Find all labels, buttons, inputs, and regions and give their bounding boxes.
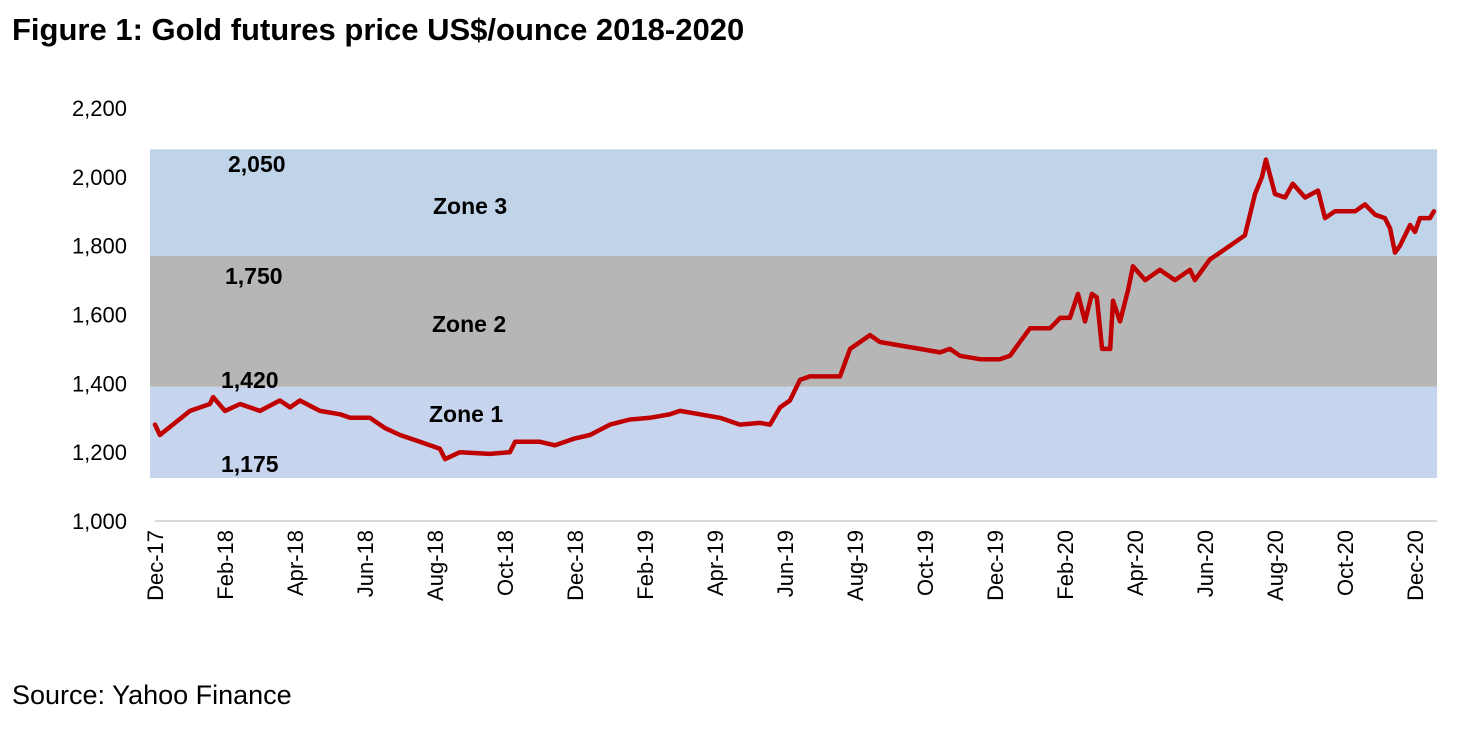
y-tick-label: 1,000 xyxy=(72,509,127,534)
x-tick-label: Aug-18 xyxy=(423,530,448,601)
x-tick-label: Apr-20 xyxy=(1123,530,1148,596)
zone-2-label: Zone 2 xyxy=(432,311,506,337)
y-tick-label: 1,600 xyxy=(72,303,127,328)
x-tick-label: Aug-19 xyxy=(843,530,868,601)
x-tick-label: Jun-20 xyxy=(1193,530,1218,597)
y-tick-label: 2,000 xyxy=(72,165,127,190)
zone-1-level-label: 1,420 xyxy=(221,367,279,393)
x-tick-label: Dec-17 xyxy=(143,530,168,601)
x-tick-label: Oct-18 xyxy=(493,530,518,596)
x-tick-label: Aug-20 xyxy=(1263,530,1288,601)
x-tick-label: Oct-19 xyxy=(913,530,938,596)
x-tick-label: Apr-18 xyxy=(283,530,308,596)
zone-1-floor-label: 1,175 xyxy=(221,451,279,477)
y-tick-label: 1,800 xyxy=(72,234,127,259)
x-tick-label: Jun-19 xyxy=(773,530,798,597)
zone-band-1 xyxy=(150,149,1437,256)
y-tick-label: 2,200 xyxy=(72,96,127,121)
zone-1-label: Zone 1 xyxy=(429,401,503,427)
x-tick-label: Dec-20 xyxy=(1403,530,1428,601)
y-tick-label: 1,400 xyxy=(72,371,127,396)
x-tick-label: Dec-18 xyxy=(563,530,588,601)
x-tick-label: Apr-19 xyxy=(703,530,728,596)
y-tick-label: 1,200 xyxy=(72,440,127,465)
x-tick-label: Feb-18 xyxy=(213,530,238,600)
zone-3-label: Zone 3 xyxy=(433,193,507,219)
x-tick-label: Feb-20 xyxy=(1053,530,1078,600)
source-note: Source: Yahoo Finance xyxy=(12,680,292,710)
x-tick-label: Dec-19 xyxy=(983,530,1008,601)
zone-2-level-label: 1,750 xyxy=(225,263,283,289)
chart-title: Figure 1: Gold futures price US$/ounce 2… xyxy=(12,12,745,47)
gold-price-line xyxy=(152,157,1437,462)
x-tick-label: Oct-20 xyxy=(1333,530,1358,596)
zone-3-level-label: 2,050 xyxy=(228,151,286,177)
zone-band-2 xyxy=(150,255,1437,387)
zone-band-3 xyxy=(150,386,1437,478)
x-tick-label: Feb-19 xyxy=(633,530,658,600)
x-tick-label: Jun-18 xyxy=(353,530,378,597)
